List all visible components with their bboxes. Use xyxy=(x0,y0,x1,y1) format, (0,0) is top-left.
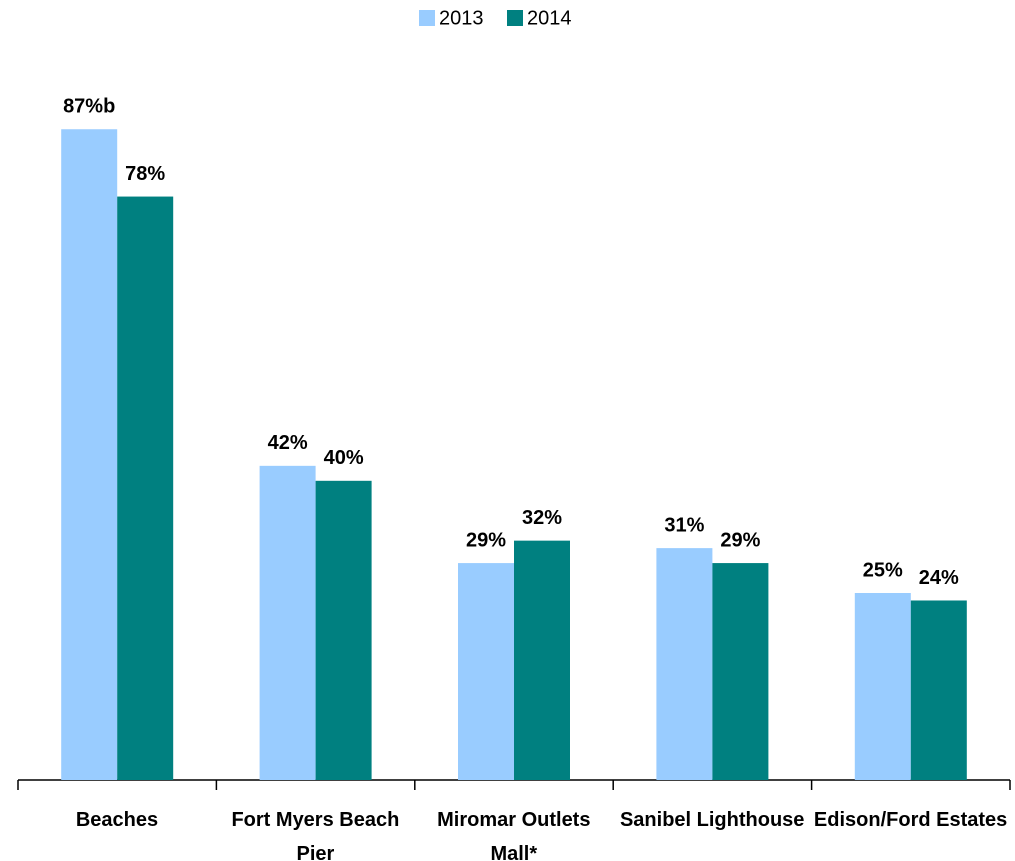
bar xyxy=(458,563,514,780)
legend-swatch xyxy=(507,10,523,26)
bar xyxy=(259,465,316,780)
data-label: 29% xyxy=(466,529,506,551)
data-label: 29% xyxy=(720,529,760,551)
x-tick-label: Beaches xyxy=(75,809,159,831)
x-tick-label: Fort Myers Beach Pier xyxy=(231,809,400,861)
bar xyxy=(117,196,174,780)
x-tick-label: Edison/Ford Estates xyxy=(813,809,1008,831)
x-tick-label: Miromar Outlets Mall* xyxy=(437,809,591,861)
legend-label: 2013 xyxy=(439,7,484,29)
data-label: 32% xyxy=(522,507,562,529)
legend-swatch xyxy=(419,10,435,26)
bar xyxy=(910,600,967,780)
bar xyxy=(514,540,570,780)
bar xyxy=(712,563,769,780)
legend-label: 2014 xyxy=(527,7,572,29)
data-label: 87%b xyxy=(63,96,115,118)
bar xyxy=(854,593,911,780)
data-label: 42% xyxy=(268,432,308,454)
data-label: 40% xyxy=(324,447,364,469)
x-tick-label: Sanibel Lighthouse xyxy=(619,809,805,831)
bar xyxy=(61,129,118,781)
data-label: 78% xyxy=(125,163,165,185)
bar xyxy=(656,548,713,780)
data-label: 25% xyxy=(863,559,903,581)
data-label: 24% xyxy=(919,567,959,589)
data-label: 31% xyxy=(664,514,704,536)
bar xyxy=(315,480,372,780)
